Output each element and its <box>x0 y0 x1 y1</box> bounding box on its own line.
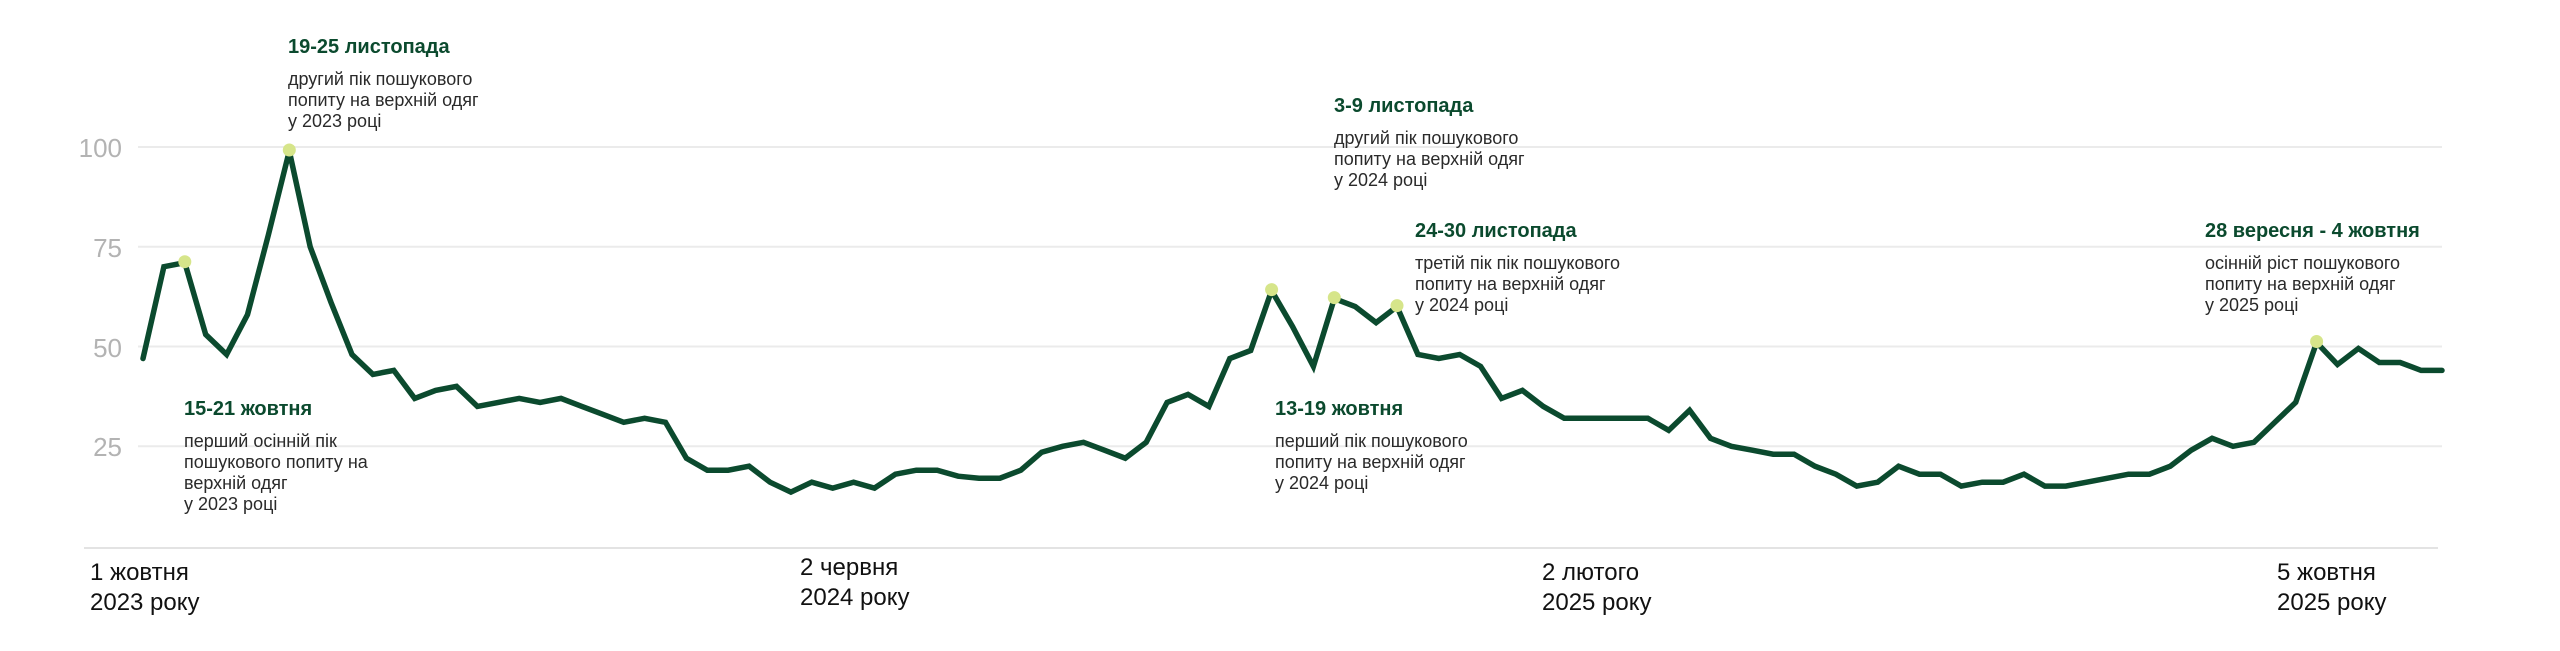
annotation: 24-30 листопада третій пік пік пошуковог… <box>1415 220 1620 316</box>
annotation-title: 15-21 жовтня <box>184 398 313 420</box>
highlight-point <box>1327 291 1341 305</box>
annotation: 28 вересня - 4 жовтня осінній ріст пошук… <box>2205 220 2420 316</box>
x-tick-line1: 2 червня <box>800 554 899 581</box>
annotation-title: 13-19 жовтня <box>1275 398 1404 420</box>
annotation: 13-19 жовтня перший пік пошукового попит… <box>1275 398 1468 494</box>
highlight-point <box>178 255 192 269</box>
series-group <box>140 150 2445 496</box>
x-tick-line1: 5 жовтня <box>2277 559 2376 586</box>
gridlines <box>84 146 2442 549</box>
y-tick-label: 50 <box>93 333 122 363</box>
annotation-title: 28 вересня - 4 жовтня <box>2205 220 2420 242</box>
y-axis-ticks: 25 50 75 100 <box>79 133 122 462</box>
x-tick-line1: 2 лютого <box>1542 559 1640 586</box>
highlight-points <box>178 143 2324 349</box>
highlight-point <box>282 143 296 157</box>
annotation-title: 3-9 листопада <box>1334 95 1474 117</box>
x-tick-line1: 1 жовтня <box>90 559 189 586</box>
annotation-text: осінній ріст пошукового попиту на верхні… <box>2205 253 2401 315</box>
y-tick-label: 25 <box>93 432 122 462</box>
x-tick-label: 2 червня 2024 року <box>800 553 910 613</box>
y-tick-label: 75 <box>93 233 122 263</box>
x-tick-line2: 2024 року <box>800 584 910 611</box>
annotation: 19-25 листопада другий пік пошукового по… <box>288 36 479 132</box>
highlight-point <box>2310 335 2324 349</box>
annotation-text: третій пік пік пошукового попиту на верх… <box>1415 253 1621 315</box>
highlight-point <box>1390 299 1404 313</box>
x-tick-line2: 2025 року <box>2277 589 2387 616</box>
x-tick-line2: 2025 року <box>1542 589 1652 616</box>
annotation: 15-21 жовтня перший осінній пік пошуково… <box>184 398 368 515</box>
annotation: 3-9 листопада другий пік пошукового попи… <box>1334 95 1525 191</box>
x-tick-line2: 2023 року <box>90 589 200 616</box>
x-tick-label: 2 лютого 2025 року <box>1542 558 1652 618</box>
highlight-point <box>1265 283 1279 297</box>
annotation-text: перший пік пошукового попиту на верхній … <box>1275 431 1468 493</box>
annotation-text: другий пік пошукового попиту на верхній … <box>1334 128 1525 190</box>
annotation-title: 24-30 листопада <box>1415 220 1577 242</box>
annotation-text: другий пік пошукового попиту на верхній … <box>288 69 479 131</box>
y-tick-label: 100 <box>79 133 122 163</box>
x-tick-label: 5 жовтня 2025 року <box>2277 558 2387 618</box>
annotation-text: перший осінній пік пошукового попиту на … <box>184 431 368 514</box>
x-tick-label: 1 жовтня 2023 року <box>90 558 200 618</box>
series-line <box>140 150 2445 496</box>
annotation-title: 19-25 листопада <box>288 36 450 58</box>
